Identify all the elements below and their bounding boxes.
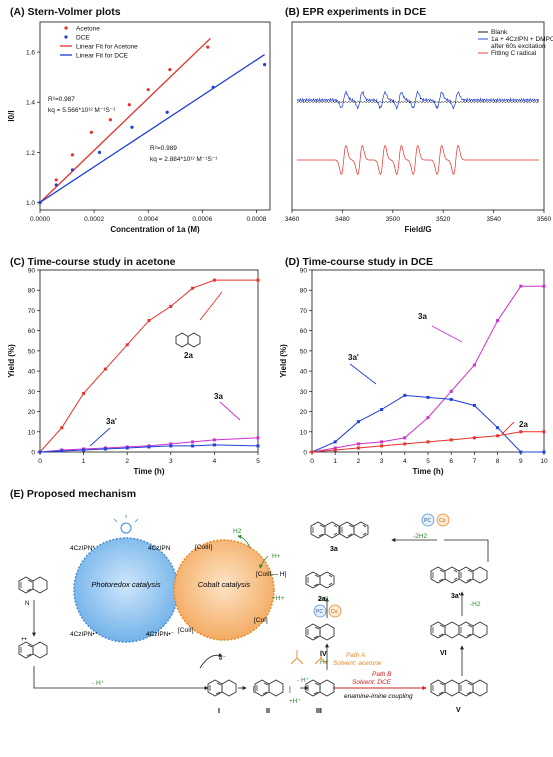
label-2a: 2a (318, 596, 326, 603)
panel-e-title: (E) Proposed mechanism (10, 488, 137, 500)
coupling-label: enamine-imine coupling (344, 693, 413, 700)
pc-badge-label-2: PC (424, 518, 431, 524)
panel-b-title: (B) EPR experiments in DCE (285, 6, 427, 18)
pc-radical-anion-label: 4CzIPN•⁻ (146, 631, 175, 638)
cobalt-label: Cobalt catalysis (198, 580, 251, 589)
path-b-label: Path B (372, 671, 392, 678)
label-v: V (456, 707, 461, 714)
pc-radical-cation-label: 4CzIPN•⁺ (70, 631, 99, 638)
co-badge-2 (436, 513, 450, 527)
plus-h-label: +H⁺ (289, 698, 301, 705)
panel-d-title: (D) Time-course study in DCE (285, 256, 433, 268)
path-a-label: Path A (346, 652, 365, 659)
photoredox-cycle (73, 537, 179, 643)
co-badge-label-2: Co (439, 518, 446, 524)
label-vi: VI (440, 650, 447, 657)
e-minus-label: e⁻ (219, 655, 227, 662)
path-b-solvent: Solvent: DCE (352, 679, 392, 686)
acetone-structure (290, 650, 328, 665)
pc-label: 4CzIPN (148, 545, 171, 552)
h2-label: H2 (233, 528, 242, 535)
path-a-solvent: Solvent: acetone (333, 660, 382, 667)
panel-a-title: (A) Stern-Volmer plots (10, 6, 121, 18)
h-plus-label-3: H+ (320, 659, 329, 666)
pc-badge-label: PC (316, 609, 323, 615)
light-bulb-icon (113, 515, 139, 534)
co-ii-label: [CoII] (178, 627, 194, 634)
co-i-label: [CoI] (254, 617, 268, 624)
label-ii: II (266, 708, 270, 715)
label-3a-prime-mech: 3a' (451, 593, 461, 600)
pc-badge-2 (421, 513, 435, 527)
minus-h-label: - H⁺ (92, 680, 105, 687)
radical-cation-mark: +• (21, 637, 27, 643)
h-plus-label-2: +H+ (272, 595, 284, 602)
bracket-left: [ (253, 687, 255, 693)
pc-star-label: 4CzIPN* (70, 545, 95, 552)
minus-h2-label-b: -H2 (470, 601, 481, 608)
label-3a-mech: 3a (330, 546, 338, 553)
h-plus-label: H+ (272, 553, 281, 560)
minus-h-label-2: - H⁺ (297, 677, 310, 684)
co-badge (328, 604, 342, 618)
photoredox-label: Photoredox catalysis (91, 580, 160, 589)
co-badge-label: Co (331, 609, 338, 615)
nh-label: N (25, 601, 29, 607)
label-iii: III (316, 708, 322, 715)
co-iii-label: [CoIII] (195, 544, 213, 551)
co-iii-h-label: [CoIII— H] (256, 571, 287, 578)
label-i: I (218, 708, 220, 715)
cobalt-cycle (173, 539, 275, 641)
minus-2h2-label: -2H2 (413, 533, 427, 540)
bracket-right: ] (289, 687, 291, 693)
minus-h2-label-a: -H2 (318, 596, 329, 603)
pc-badge (313, 604, 327, 618)
panel-c-title: (C) Time-course study in acetone (10, 256, 176, 268)
label-iv: IV (320, 651, 327, 658)
